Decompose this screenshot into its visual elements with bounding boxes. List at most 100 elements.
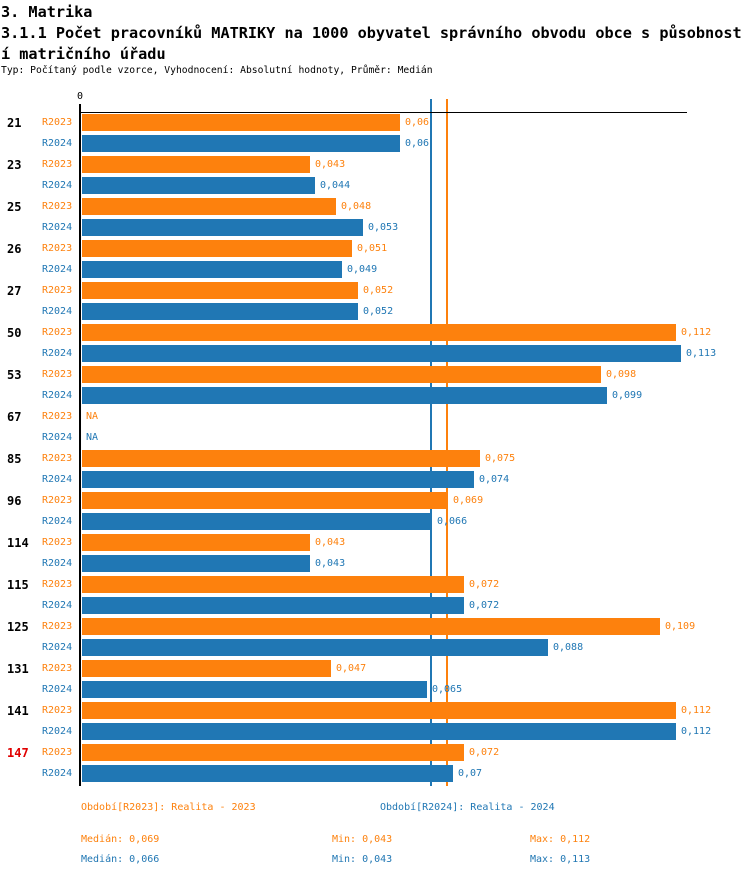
series-label-r2024-85: R2024 [42,474,73,485]
bar-r2024-26 [82,261,342,278]
series-label-r2024-147: R2024 [42,768,73,779]
value-label-r2024-53: 0,099 [612,390,643,401]
series-label-r2024-125: R2024 [42,642,73,653]
category-label-96: 96 [7,494,22,508]
series-label-r2023-26: R2023 [42,243,73,254]
value-label-r2023-23: 0,043 [315,159,346,170]
value-label-r2024-50: 0,113 [686,348,717,359]
bar-r2024-21 [82,135,400,152]
stat-max-r2023: Max: 0,112 [530,834,591,845]
bar-r2024-50 [82,345,681,362]
page-title: 3. Matrika [1,3,93,21]
series-label-r2023-115: R2023 [42,579,73,590]
series-label-r2024-50: R2024 [42,348,73,359]
bar-r2024-27 [82,303,358,320]
value-label-r2023-27: 0,052 [363,285,394,296]
value-label-r2024-114: 0,043 [315,558,346,569]
series-label-r2024-96: R2024 [42,516,73,527]
series-label-r2023-50: R2023 [42,327,73,338]
series-label-r2023-53: R2023 [42,369,73,380]
bar-r2023-96 [82,492,448,509]
legend-r2023: Období[R2023]: Realita - 2023 [81,802,256,813]
bar-r2023-114 [82,534,310,551]
category-label-50: 50 [7,326,22,340]
value-label-r2023-141: 0,112 [681,705,712,716]
bar-r2023-115 [82,576,464,593]
series-label-r2023-141: R2023 [42,705,73,716]
value-label-r2023-25: 0,048 [341,201,372,212]
value-label-r2024-131: 0,065 [432,684,463,695]
value-label-r2023-96: 0,069 [453,495,484,506]
category-label-21: 21 [7,116,22,130]
bar-r2024-131 [82,681,427,698]
value-label-r2023-147: 0,072 [469,747,500,758]
bar-r2024-115 [82,597,464,614]
value-label-r2024-25: 0,053 [368,222,399,233]
series-label-r2023-67: R2023 [42,411,73,422]
series-label-r2024-141: R2024 [42,726,73,737]
series-label-r2024-23: R2024 [42,180,73,191]
category-label-141: 141 [7,704,29,718]
value-label-r2023-21: 0,06 [405,117,430,128]
stat-min-r2024: Min: 0,043 [332,854,393,865]
stat-min-r2023: Min: 0,043 [332,834,393,845]
series-label-r2024-114: R2024 [42,558,73,569]
value-label-r2023-125: 0,109 [665,621,696,632]
value-label-r2024-23: 0,044 [320,180,351,191]
series-label-r2024-25: R2024 [42,222,73,233]
category-label-25: 25 [7,200,22,214]
bar-r2023-50 [82,324,676,341]
value-label-r2024-85: 0,074 [479,474,510,485]
bar-r2024-125 [82,639,548,656]
bar-r2023-26 [82,240,352,257]
series-label-r2023-27: R2023 [42,285,73,296]
value-label-r2024-21: 0,06 [405,138,430,149]
series-label-r2023-147: R2023 [42,747,73,758]
legend-r2024: Období[R2024]: Realita - 2024 [380,802,555,813]
category-label-115: 115 [7,578,29,592]
bar-r2024-141 [82,723,676,740]
bar-r2023-23 [82,156,310,173]
category-label-67: 67 [7,410,22,424]
value-label-r2023-53: 0,098 [606,369,637,380]
value-label-r2024-115: 0,072 [469,600,500,611]
chart-title-line1: 3.1.1 Počet pracovníků MATRIKY na 1000 o… [1,24,742,42]
series-label-r2024-53: R2024 [42,390,73,401]
category-label-85: 85 [7,452,22,466]
category-label-53: 53 [7,368,22,382]
category-label-23: 23 [7,158,22,172]
value-label-r2024-26: 0,049 [347,264,378,275]
value-label-r2023-114: 0,043 [315,537,346,548]
x-axis-line [81,112,687,113]
value-label-r2023-50: 0,112 [681,327,712,338]
value-label-r2023-85: 0,075 [485,453,516,464]
series-label-r2023-21: R2023 [42,117,73,128]
category-label-131: 131 [7,662,29,676]
series-label-r2023-96: R2023 [42,495,73,506]
series-label-r2024-26: R2024 [42,264,73,275]
series-label-r2023-85: R2023 [42,453,73,464]
series-label-r2023-114: R2023 [42,537,73,548]
bar-r2024-114 [82,555,310,572]
series-label-r2023-125: R2023 [42,621,73,632]
bar-r2023-141 [82,702,676,719]
bar-r2023-21 [82,114,400,131]
category-label-147: 147 [7,746,29,760]
value-label-r2023-26: 0,051 [357,243,388,254]
value-label-r2023-67: NA [86,411,99,422]
series-label-r2024-21: R2024 [42,138,73,149]
axis-zero-tick-label: 0 [77,91,84,102]
category-label-114: 114 [7,536,29,550]
stat-max-r2024: Max: 0,113 [530,854,591,865]
category-label-27: 27 [7,284,22,298]
bar-r2023-53 [82,366,601,383]
bar-r2024-147 [82,765,453,782]
value-label-r2024-141: 0,112 [681,726,712,737]
bar-r2023-131 [82,660,331,677]
series-label-r2023-23: R2023 [42,159,73,170]
series-label-r2024-131: R2024 [42,684,73,695]
bar-r2023-25 [82,198,336,215]
reference-line-median-2023 [445,99,448,786]
bar-r2024-96 [82,513,432,530]
